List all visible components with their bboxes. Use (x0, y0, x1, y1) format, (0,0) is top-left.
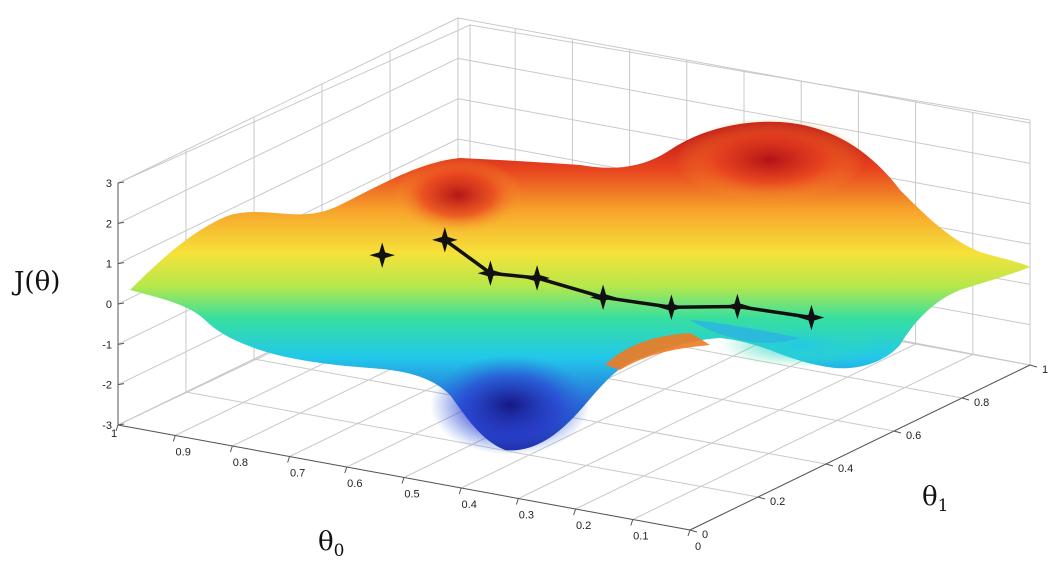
theta0-tick-mark (115, 424, 119, 432)
wall-right-grid-line (457, 57, 1031, 164)
j-tick-mark (117, 181, 125, 184)
theta1-axis-subscript: 1 (938, 496, 949, 516)
theta0-tick-label: 0.4 (462, 499, 477, 511)
j-tick-label: 1 (106, 259, 112, 271)
j-axis-label: J(θ) (11, 267, 60, 297)
theta0-tick-mark (344, 466, 348, 474)
floor-grid-line-theta0 (632, 354, 974, 520)
j-tick-label: 2 (106, 218, 112, 230)
theta1-axis-line (689, 364, 1031, 531)
theta1-tick-mark (893, 430, 902, 434)
descent-step-marker (658, 294, 685, 321)
j-tick-mark (117, 262, 125, 265)
j-tick-mark (117, 221, 125, 224)
descent-step-marker (524, 265, 550, 291)
wall-left-grid-line (117, 57, 459, 224)
j-tick-mark (117, 342, 125, 345)
descent-step-marker (432, 227, 458, 253)
descent-step-marker (798, 304, 825, 331)
theta1-axis-symbol: θ (922, 482, 938, 512)
j-tick-mark (117, 423, 125, 426)
j-axis-ticks: 3 2 1 0 -1 -2 -3 (102, 178, 125, 432)
theta1-axis-label: θ1 (922, 482, 948, 516)
theta0-axis-subscript: 0 (334, 541, 345, 561)
theta0-tick-label: 0.8 (233, 457, 248, 469)
j-tick-label: -1 (102, 339, 112, 351)
theta0-tick-mark (573, 508, 577, 516)
j-tick-label: -3 (102, 420, 112, 432)
theta0-tick-label: 0.6 (347, 478, 362, 490)
theta0-tick-mark (229, 445, 233, 453)
theta1-tick-label: 0.8 (974, 397, 989, 409)
descent-path (369, 227, 825, 331)
peak-left (393, 157, 523, 233)
theta0-tick-label: 0.7 (290, 468, 305, 480)
theta0-tick-mark (515, 498, 519, 505)
theta1-tick-mark (825, 463, 834, 467)
theta1-tick-mark (689, 529, 698, 533)
cost-surface (130, 118, 1030, 455)
wall-right-grid-line (457, 17, 1031, 124)
descent-step-marker (724, 293, 751, 320)
theta0-tick-label: 0.1 (633, 531, 648, 543)
j-tick-mark (117, 383, 125, 386)
theta0-tick-mark (287, 456, 291, 463)
descent-step-marker (590, 284, 616, 311)
theta0-tick-label: 0.2 (576, 520, 591, 532)
theta0-tick-mark (687, 529, 691, 537)
theta1-tick-label: 1 (1042, 364, 1048, 376)
theta0-tick-label: 0.3 (519, 510, 534, 522)
descent-step-marker (477, 260, 504, 286)
theta0-axis-ticks: 1 0.9 0.8 0.7 0.6 0.5 0.4 0.3 0.2 0.1 0 (111, 424, 701, 553)
theta0-tick-mark (630, 519, 634, 526)
theta0-axis-symbol: θ (318, 527, 334, 557)
theta1-tick-label: 0 (702, 529, 708, 541)
surface-fold-shadow (690, 320, 800, 343)
theta1-tick-mark (757, 496, 766, 500)
floor-grid-line-theta0 (575, 343, 916, 510)
theta1-tick-label: 0.6 (906, 430, 921, 442)
theta0-tick-mark (458, 487, 462, 495)
theta1-tick-mark (1029, 364, 1038, 368)
surface-body (130, 121, 1030, 451)
theta0-tick-mark (172, 435, 176, 442)
theta1-tick-label: 0.4 (838, 463, 853, 475)
wall-left-grid-line (117, 98, 459, 265)
theta1-tick-label: 0.2 (770, 496, 785, 508)
j-tick-label: 0 (106, 299, 112, 311)
theta0-tick-label: 0.5 (404, 489, 419, 501)
theta1-axis-ticks: 0 0.2 0.4 0.6 0.8 1 (689, 364, 1048, 541)
theta0-tick-mark (401, 477, 405, 484)
j-tick-label: 3 (106, 178, 112, 190)
wall-left-grid-line (117, 17, 459, 184)
peak-right (675, 118, 865, 202)
theta0-tick-label: 0 (695, 541, 701, 553)
theta0-tick-label: 0.9 (176, 447, 191, 459)
theta1-tick-mark (961, 397, 970, 401)
theta0-tick-label: 1 (111, 428, 117, 440)
surface-fold (605, 333, 710, 370)
j-tick-label: -2 (102, 380, 112, 392)
theta0-axis-label: θ0 (318, 527, 344, 561)
j-tick-mark (117, 302, 125, 305)
descent-step-marker (369, 242, 395, 268)
valley-blob (430, 355, 590, 455)
